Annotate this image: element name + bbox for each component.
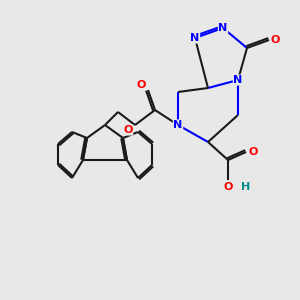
Text: N: N: [173, 120, 183, 130]
Text: N: N: [190, 33, 200, 43]
Text: O: O: [248, 147, 258, 157]
Text: O: O: [123, 125, 133, 135]
Text: O: O: [270, 35, 280, 45]
Text: N: N: [218, 23, 228, 33]
Text: O: O: [136, 80, 146, 90]
Text: O: O: [223, 182, 233, 192]
Text: N: N: [233, 75, 243, 85]
Text: H: H: [242, 182, 250, 192]
